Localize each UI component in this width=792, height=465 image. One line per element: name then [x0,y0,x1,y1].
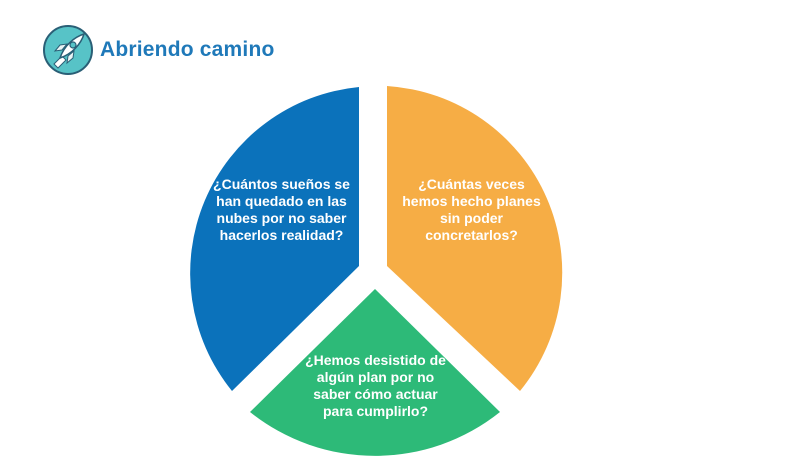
header: Abriendo camino [42,24,275,76]
segment-left-text: ¿Cuántos sueños se han quedado en las nu… [213,176,350,243]
rocket-icon [43,25,93,75]
segment-left [190,87,359,391]
page-title: Abriendo camino [100,38,275,61]
segment-bottom [250,289,500,456]
segment-right [387,86,563,391]
segment-bottom-text: ¿Hemos desistido de algún plan por no sa… [305,352,446,419]
segment-right-text: ¿Cuántas veces hemos hecho planes sin po… [402,176,541,243]
